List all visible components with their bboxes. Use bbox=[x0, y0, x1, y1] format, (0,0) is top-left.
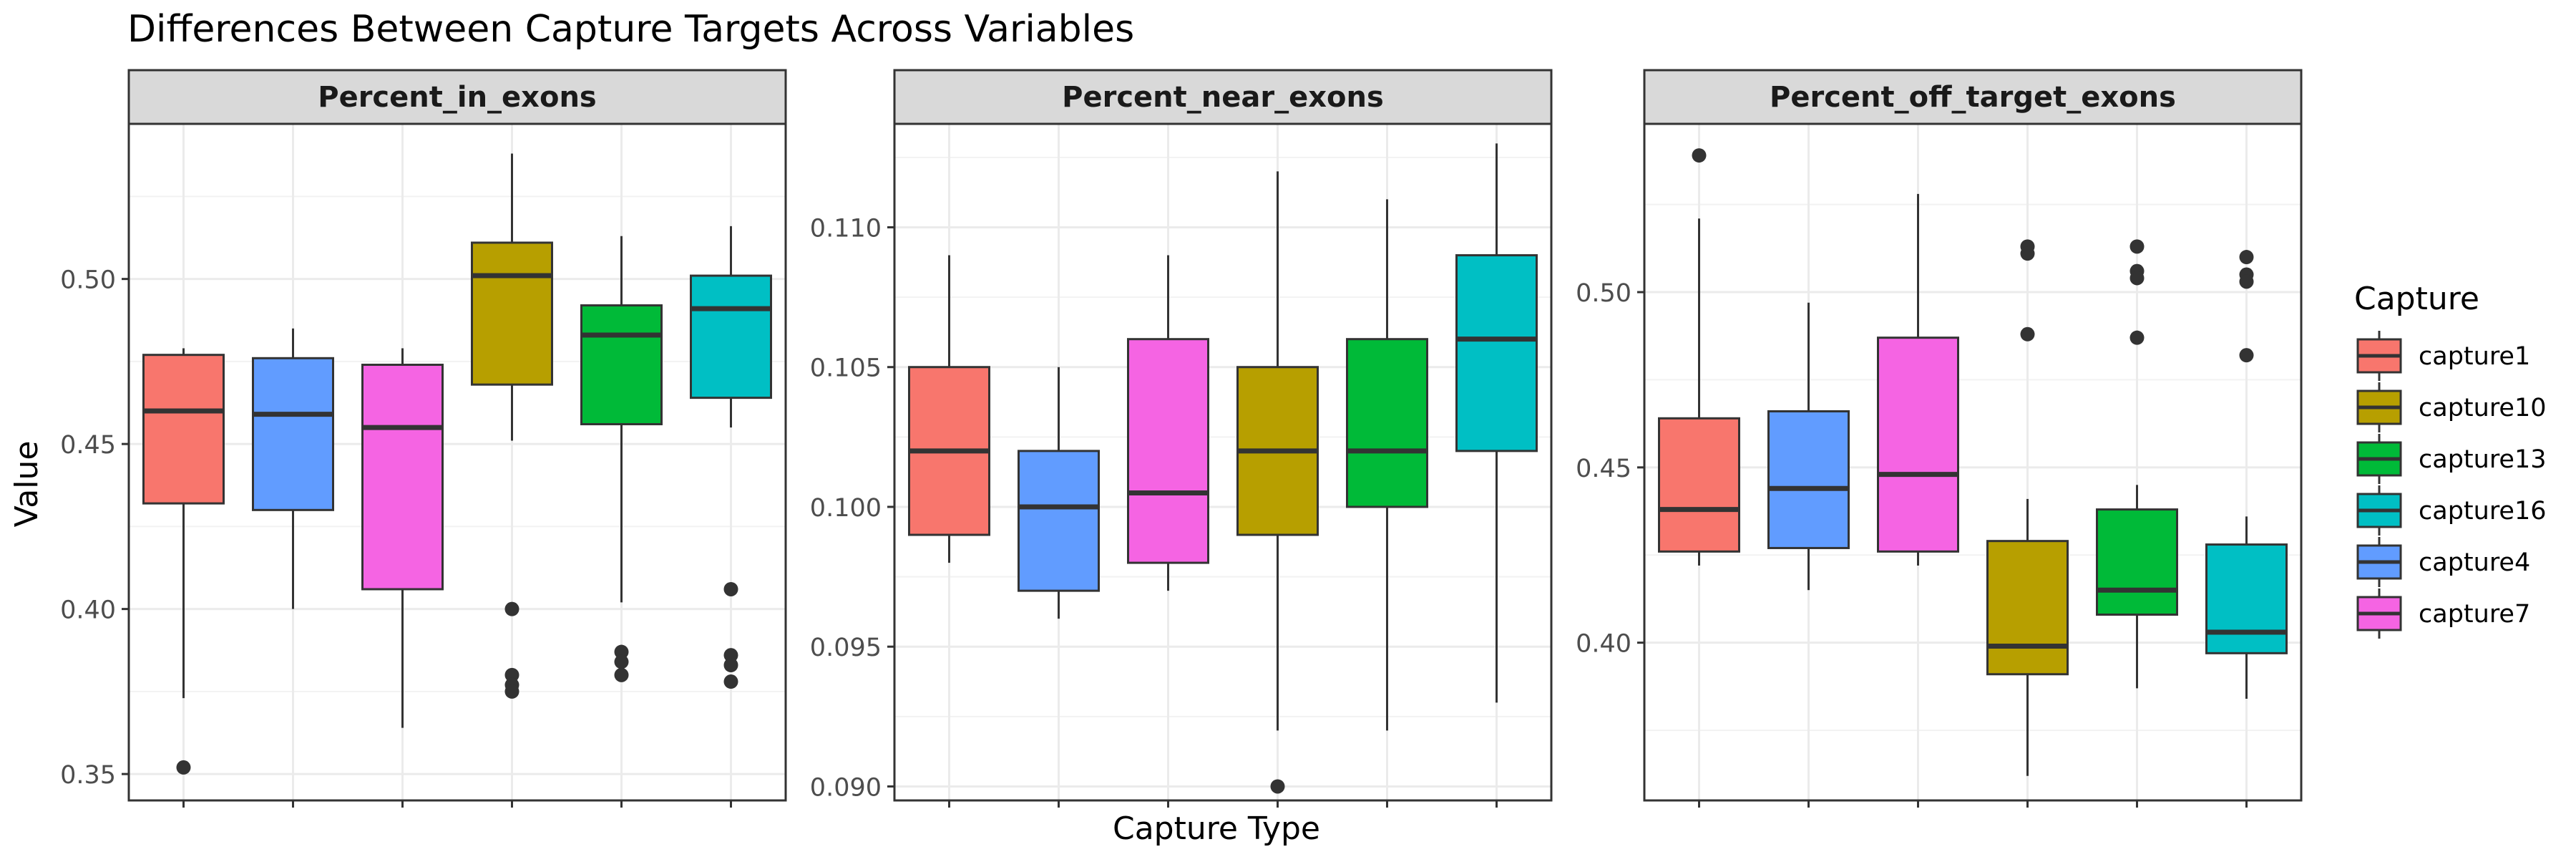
legend-item-capture16: capture16 bbox=[2356, 485, 2547, 536]
box-capture1 bbox=[1658, 148, 1740, 566]
outlier-point bbox=[723, 658, 738, 672]
outlier-point bbox=[504, 684, 519, 699]
x-axis-label: Capture Type bbox=[1113, 810, 1320, 847]
box-capture4-iqr bbox=[252, 357, 334, 511]
y-tick-label: 0.45 bbox=[1576, 455, 1631, 483]
outlier-point bbox=[504, 601, 519, 616]
box-capture16-iqr bbox=[1455, 254, 1538, 452]
legend-label: capture1 bbox=[2419, 342, 2530, 371]
panels-layer: Percent_in_exons0.350.400.450.50Percent_… bbox=[60, 69, 2303, 808]
box-capture13-iqr bbox=[580, 304, 663, 425]
box-capture1-iqr bbox=[1658, 417, 1740, 553]
y-tick-label: 0.40 bbox=[60, 596, 116, 625]
outlier-point bbox=[723, 648, 738, 663]
legend-label: capture10 bbox=[2419, 394, 2547, 422]
outlier-point bbox=[614, 667, 629, 682]
outlier-point bbox=[2239, 274, 2254, 289]
outlier-point bbox=[723, 581, 738, 596]
legend-item-capture4: capture4 bbox=[2356, 537, 2530, 587]
outlier-point bbox=[2239, 348, 2254, 363]
outlier-point bbox=[1692, 148, 1707, 163]
legend-item-capture7: capture7 bbox=[2356, 589, 2530, 639]
legend-label: capture4 bbox=[2419, 548, 2530, 577]
box-capture4 bbox=[1018, 367, 1100, 619]
facet-strip-label: Percent_near_exons bbox=[1062, 81, 1384, 114]
box-capture7-iqr bbox=[1877, 336, 1959, 553]
y-tick-label: 0.095 bbox=[810, 634, 882, 662]
facet-strip bbox=[1643, 69, 2303, 125]
facet-strip-label: Percent_off_target_exons bbox=[1770, 81, 2176, 114]
outlier-point bbox=[176, 760, 191, 775]
box-capture1 bbox=[142, 348, 225, 775]
box-capture16 bbox=[1455, 143, 1538, 703]
box-capture13 bbox=[2096, 239, 2178, 689]
outlier-point bbox=[2020, 326, 2035, 342]
box-capture1 bbox=[908, 255, 990, 563]
box-capture13-iqr bbox=[1346, 338, 1428, 508]
legend-label: capture16 bbox=[2419, 497, 2547, 526]
y-tick-label: 0.090 bbox=[810, 773, 882, 802]
box-capture16-iqr bbox=[2205, 543, 2288, 654]
outlier-point bbox=[614, 644, 629, 659]
panel-Percent_off_target_exons: Percent_off_target_exons 0.40 0.45 0.50 bbox=[1576, 69, 2303, 808]
legend: capture1 capture10 capture13 capture16 captu… bbox=[2356, 331, 2547, 639]
legend-item-capture10: capture10 bbox=[2356, 382, 2547, 432]
y-tick-label: 0.50 bbox=[60, 266, 116, 295]
box-capture7 bbox=[361, 348, 444, 728]
y-tick-label: 0.100 bbox=[810, 494, 882, 523]
outlier-point bbox=[2239, 250, 2254, 265]
facet-strip bbox=[893, 69, 1553, 125]
legend-label: capture13 bbox=[2419, 445, 2547, 474]
facet-strip bbox=[127, 69, 787, 125]
legend-item-capture1: capture1 bbox=[2356, 331, 2530, 381]
y-tick-label: 0.110 bbox=[810, 214, 882, 243]
outlier-point bbox=[2129, 271, 2145, 286]
panel-background bbox=[129, 124, 786, 800]
box-capture7-iqr bbox=[1127, 338, 1209, 564]
panel-background bbox=[894, 124, 1551, 800]
box-capture10 bbox=[1236, 171, 1319, 794]
y-axis-label: Value bbox=[9, 441, 45, 528]
box-capture7 bbox=[1127, 255, 1209, 591]
y-tick-label: 0.40 bbox=[1576, 630, 1631, 659]
box-capture13 bbox=[580, 236, 663, 682]
box-capture16 bbox=[690, 226, 772, 689]
box-capture4 bbox=[1767, 302, 1850, 591]
panel-background bbox=[1644, 124, 2301, 800]
box-capture10-iqr bbox=[1986, 540, 2069, 676]
box-capture10-iqr bbox=[471, 241, 553, 386]
outlier-point bbox=[2129, 330, 2145, 345]
box-capture4-iqr bbox=[1767, 410, 1850, 549]
box-capture7 bbox=[1877, 193, 1959, 566]
outlier-point bbox=[614, 654, 629, 669]
y-tick-label: 0.35 bbox=[60, 761, 116, 790]
outlier-point bbox=[2129, 239, 2145, 254]
legend-item-capture13: capture13 bbox=[2356, 434, 2547, 484]
box-capture4-iqr bbox=[1018, 450, 1100, 592]
y-tick-label: 0.50 bbox=[1576, 279, 1631, 308]
y-tick-label: 0.45 bbox=[60, 431, 116, 460]
box-capture10 bbox=[1986, 239, 2069, 776]
box-capture1-iqr bbox=[142, 354, 225, 505]
box-capture13 bbox=[1346, 199, 1428, 731]
outlier-point bbox=[1270, 779, 1285, 794]
panel-Percent_near_exons: Percent_near_exons 0.090 0.095 0.100 0.105 0.… bbox=[810, 69, 1553, 808]
box-capture10 bbox=[471, 153, 553, 699]
box-capture13-iqr bbox=[2096, 508, 2178, 616]
y-tick-label: 0.105 bbox=[810, 354, 882, 383]
outlier-point bbox=[2020, 246, 2035, 261]
facet-strip-label: Percent_in_exons bbox=[318, 81, 597, 114]
panel-Percent_in_exons: Percent_in_exons 0.35 0.40 0.45 0.50 bbox=[60, 69, 787, 808]
chart-title: Differences Between Capture Targets Acro… bbox=[127, 8, 1134, 51]
outlier-point bbox=[504, 667, 519, 682]
box-capture7-iqr bbox=[361, 364, 444, 591]
legend-label: capture7 bbox=[2419, 600, 2530, 629]
outlier-point bbox=[723, 674, 738, 689]
box-capture16 bbox=[2205, 250, 2288, 699]
box-capture16-iqr bbox=[690, 274, 772, 399]
box-capture4 bbox=[252, 328, 334, 609]
legend-title: Capture bbox=[2354, 281, 2479, 317]
